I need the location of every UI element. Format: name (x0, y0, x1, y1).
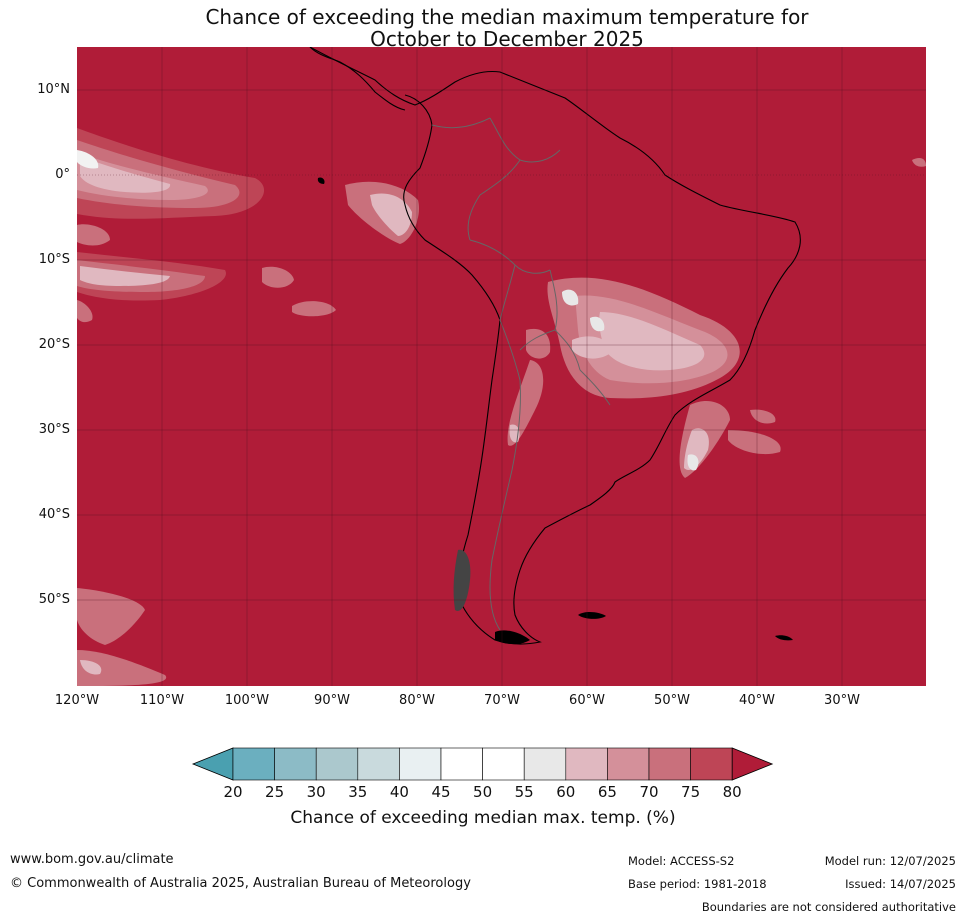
lon-label-120w: 120°W (54, 693, 100, 708)
lon-label-30w: 30°W (824, 693, 860, 708)
central-america-coastline (309, 47, 406, 111)
lat-label-40s: 40°S (38, 507, 70, 522)
patch-equatorial-pacific-55 (77, 150, 99, 169)
probability-patches (77, 128, 926, 686)
graticule (77, 47, 926, 686)
map-title-line-2: October to December 2025 (370, 27, 644, 51)
patch-argentina-andes (507, 360, 544, 446)
map-background (77, 47, 926, 686)
colorbar-tick-30: 30 (306, 783, 326, 801)
lat-label-50s: 50°S (38, 592, 70, 607)
colorbar-segment-40-45 (399, 747, 442, 781)
patch-brazil-55 (562, 289, 579, 306)
colorbar-tick-65: 65 (597, 783, 617, 801)
footer-model-run: Model run: 12/07/2025 (824, 854, 956, 868)
lon-label-110w: 110°W (139, 693, 185, 708)
lon-label-90w: 90°W (314, 693, 350, 708)
colorbar-segment-60-65 (565, 747, 608, 781)
footer-url: www.bom.gov.au/climate (10, 852, 174, 867)
colorbar-extend-low (191, 747, 234, 781)
colorbar-segment-25-30 (274, 747, 317, 781)
colorbar-extend-high (731, 747, 774, 781)
footer-copyright: © Commonwealth of Australia 2025, Austra… (10, 876, 471, 891)
colorbar-tick-50: 50 (473, 783, 493, 801)
country-borders (431, 117, 611, 631)
colorbar-label: Chance of exceeding median max. temp. (%… (290, 808, 676, 828)
colorbar-segment-35-40 (357, 747, 400, 781)
colorbar-segment-20-25 (232, 747, 275, 781)
patch-south-atlantic-east (728, 430, 781, 455)
colorbar-segment-50-55 (482, 747, 525, 781)
lat-label-20s: 20°S (38, 337, 70, 352)
footer-issued: Issued: 14/07/2025 (845, 877, 956, 891)
patch-brazil-60 (599, 312, 705, 371)
patch-brazil-55b (590, 316, 605, 332)
colorbar-tick-80: 80 (722, 783, 742, 801)
lon-label-80w: 80°W (399, 693, 435, 708)
footer-base-period: Base period: 1981-2018 (628, 877, 767, 891)
lon-label-60w: 60°W (569, 693, 605, 708)
colorbar-tick-40: 40 (389, 783, 409, 801)
colorbar-tick-25: 25 (265, 783, 285, 801)
colorbar-tick-75: 75 (681, 783, 701, 801)
colorbar-tick-55: 55 (514, 783, 534, 801)
colorbar-segment-75-80 (690, 747, 733, 781)
patch-pacific-18s (77, 300, 93, 323)
colorbar-tick-60: 60 (556, 783, 576, 801)
footer-model: Model: ACCESS-S2 (628, 854, 735, 868)
lon-label-100w: 100°W (224, 693, 270, 708)
colorbar-tick-35: 35 (348, 783, 368, 801)
lat-label-10n: 10°N (37, 82, 70, 97)
falkland-islands (578, 612, 606, 619)
patch-bolivia (526, 328, 551, 359)
map-title-line-1: Chance of exceeding the median maximum t… (205, 5, 809, 29)
lat-label-0: 0° (55, 167, 70, 182)
patch-south-atlantic-small (750, 409, 776, 424)
patch-ecuador-coast-60 (370, 193, 412, 236)
patch-atlantic-east (912, 158, 926, 167)
colorbar (191, 747, 774, 781)
patch-south-pacific-50s (77, 588, 145, 645)
patch-pacific-small-2 (292, 301, 336, 317)
colorbar-tick-45: 45 (431, 783, 451, 801)
colorbar-segment-65-70 (607, 747, 650, 781)
patch-equatorial-pacific-60 (80, 156, 171, 193)
colorbar-segment-30-35 (315, 747, 359, 781)
chile-archipelago (453, 549, 471, 611)
patch-south-pacific-58s-60 (80, 660, 102, 675)
map-area (77, 47, 926, 686)
lon-label-70w: 70°W (484, 693, 520, 708)
colorbar-segment-55-60 (523, 747, 567, 781)
galapagos-islands (317, 177, 325, 184)
patch-pacific-small-1 (262, 266, 294, 288)
lat-label-30s: 30°S (38, 422, 70, 437)
patch-paraguay-60 (572, 336, 612, 359)
lon-label-50w: 50°W (654, 693, 690, 708)
south-georgia (775, 635, 793, 641)
colorbar-tick-70: 70 (639, 783, 659, 801)
patch-pacific-7s (77, 224, 110, 246)
lon-label-40w: 40°W (739, 693, 775, 708)
footer-disclaimer: Boundaries are not considered authoritat… (701, 900, 956, 914)
south-america-coastline (309, 47, 801, 645)
lat-label-10s: 10°S (38, 252, 70, 267)
colorbar-segment-70-75 (648, 747, 691, 781)
colorbar-tick-20: 20 (223, 783, 243, 801)
colorbar-segment-45-50 (440, 747, 483, 781)
tierra-del-fuego (495, 630, 530, 645)
patch-south-pacific-58s (77, 650, 167, 686)
patch-south-atlantic-55 (687, 454, 699, 471)
patch-pacific-12s-60 (80, 266, 170, 286)
